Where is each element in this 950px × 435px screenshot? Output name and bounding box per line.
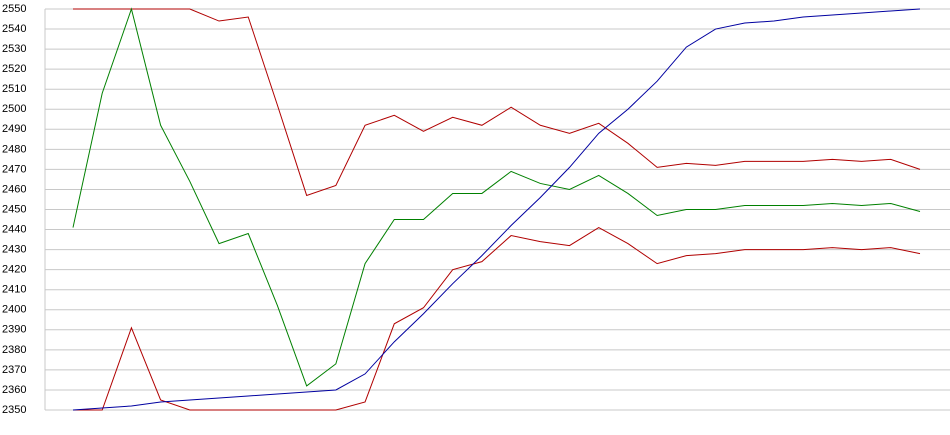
y-tick-label: 2530 — [2, 43, 26, 55]
y-tick-label: 2440 — [2, 223, 26, 235]
y-tick-label: 2430 — [2, 244, 26, 256]
y-tick-label: 2510 — [2, 83, 26, 95]
y-tick-label: 2450 — [2, 203, 26, 215]
y-tick-label: 2350 — [2, 404, 26, 416]
y-tick-label: 2540 — [2, 23, 26, 35]
y-tick-label: 2370 — [2, 364, 26, 376]
series-line — [72, 7, 921, 387]
y-tick-label: 2460 — [2, 183, 26, 195]
y-tick-label: 2500 — [2, 103, 26, 115]
series-line — [73, 8, 921, 197]
y-tick-label: 2520 — [2, 63, 26, 75]
series-line — [73, 226, 921, 411]
y-tick-label: 2380 — [2, 344, 26, 356]
y-tick-label: 2550 — [2, 3, 26, 15]
y-tick-label: 2480 — [2, 143, 26, 155]
y-tick-label: 2410 — [2, 284, 26, 296]
y-tick-label: 2490 — [2, 123, 26, 135]
y-tick-label: 2470 — [2, 163, 26, 175]
y-tick-label: 2420 — [2, 264, 26, 276]
y-tick-label: 2390 — [2, 324, 26, 336]
series-line — [72, 8, 921, 411]
y-tick-label: 2400 — [2, 304, 26, 316]
y-tick-label: 2360 — [2, 384, 26, 396]
